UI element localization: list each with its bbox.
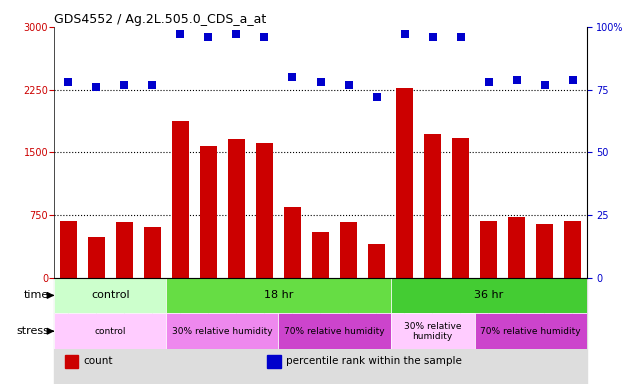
Text: 30% relative
humidity: 30% relative humidity [404,321,462,341]
Point [455,34,465,40]
Point [399,31,410,38]
Bar [390,313,474,349]
Text: count: count [84,356,113,366]
Point [119,81,129,88]
Text: 70% relative humidity: 70% relative humidity [284,327,385,336]
Point [315,79,326,85]
Point [92,84,102,90]
Bar [368,244,385,278]
Bar [267,354,281,368]
Bar [536,224,553,278]
Point [483,79,494,85]
Point [567,76,578,83]
Point [63,79,74,85]
Bar [480,221,497,278]
Bar [278,313,390,349]
Text: 18 hr: 18 hr [264,290,293,300]
Bar [172,121,189,278]
Bar [284,207,301,278]
Bar [54,278,167,313]
Point [371,94,381,100]
Bar [256,143,273,278]
Bar [167,278,390,313]
Bar [200,146,217,278]
Bar [228,139,245,278]
Text: GDS4552 / Ag.2L.505.0_CDS_a_at: GDS4552 / Ag.2L.505.0_CDS_a_at [54,13,267,26]
Text: 70% relative humidity: 70% relative humidity [480,327,581,336]
Bar [60,221,77,278]
Bar [144,227,161,278]
Point [203,34,213,40]
Bar [167,313,278,349]
Bar [54,278,587,384]
Bar [396,88,413,278]
Point [512,76,522,83]
Point [428,34,438,40]
Bar [452,138,469,278]
Bar [312,232,329,278]
Bar [116,222,133,278]
Point [176,31,186,38]
Bar [508,217,525,278]
Bar [390,278,587,313]
Text: control: control [91,290,129,300]
Bar [564,221,581,278]
Point [539,81,549,88]
Point [231,31,242,38]
Point [287,74,297,80]
Text: 30% relative humidity: 30% relative humidity [172,327,273,336]
Bar [54,313,167,349]
Text: stress: stress [16,326,49,336]
Point [260,34,270,40]
Bar [474,313,587,349]
Text: time: time [24,290,49,300]
Bar [88,237,105,278]
Text: control: control [95,327,126,336]
Bar [340,222,357,278]
Text: 36 hr: 36 hr [474,290,503,300]
Bar [65,354,78,368]
Bar [424,134,441,278]
Point [344,81,354,88]
Point [147,81,158,88]
Text: percentile rank within the sample: percentile rank within the sample [286,356,462,366]
